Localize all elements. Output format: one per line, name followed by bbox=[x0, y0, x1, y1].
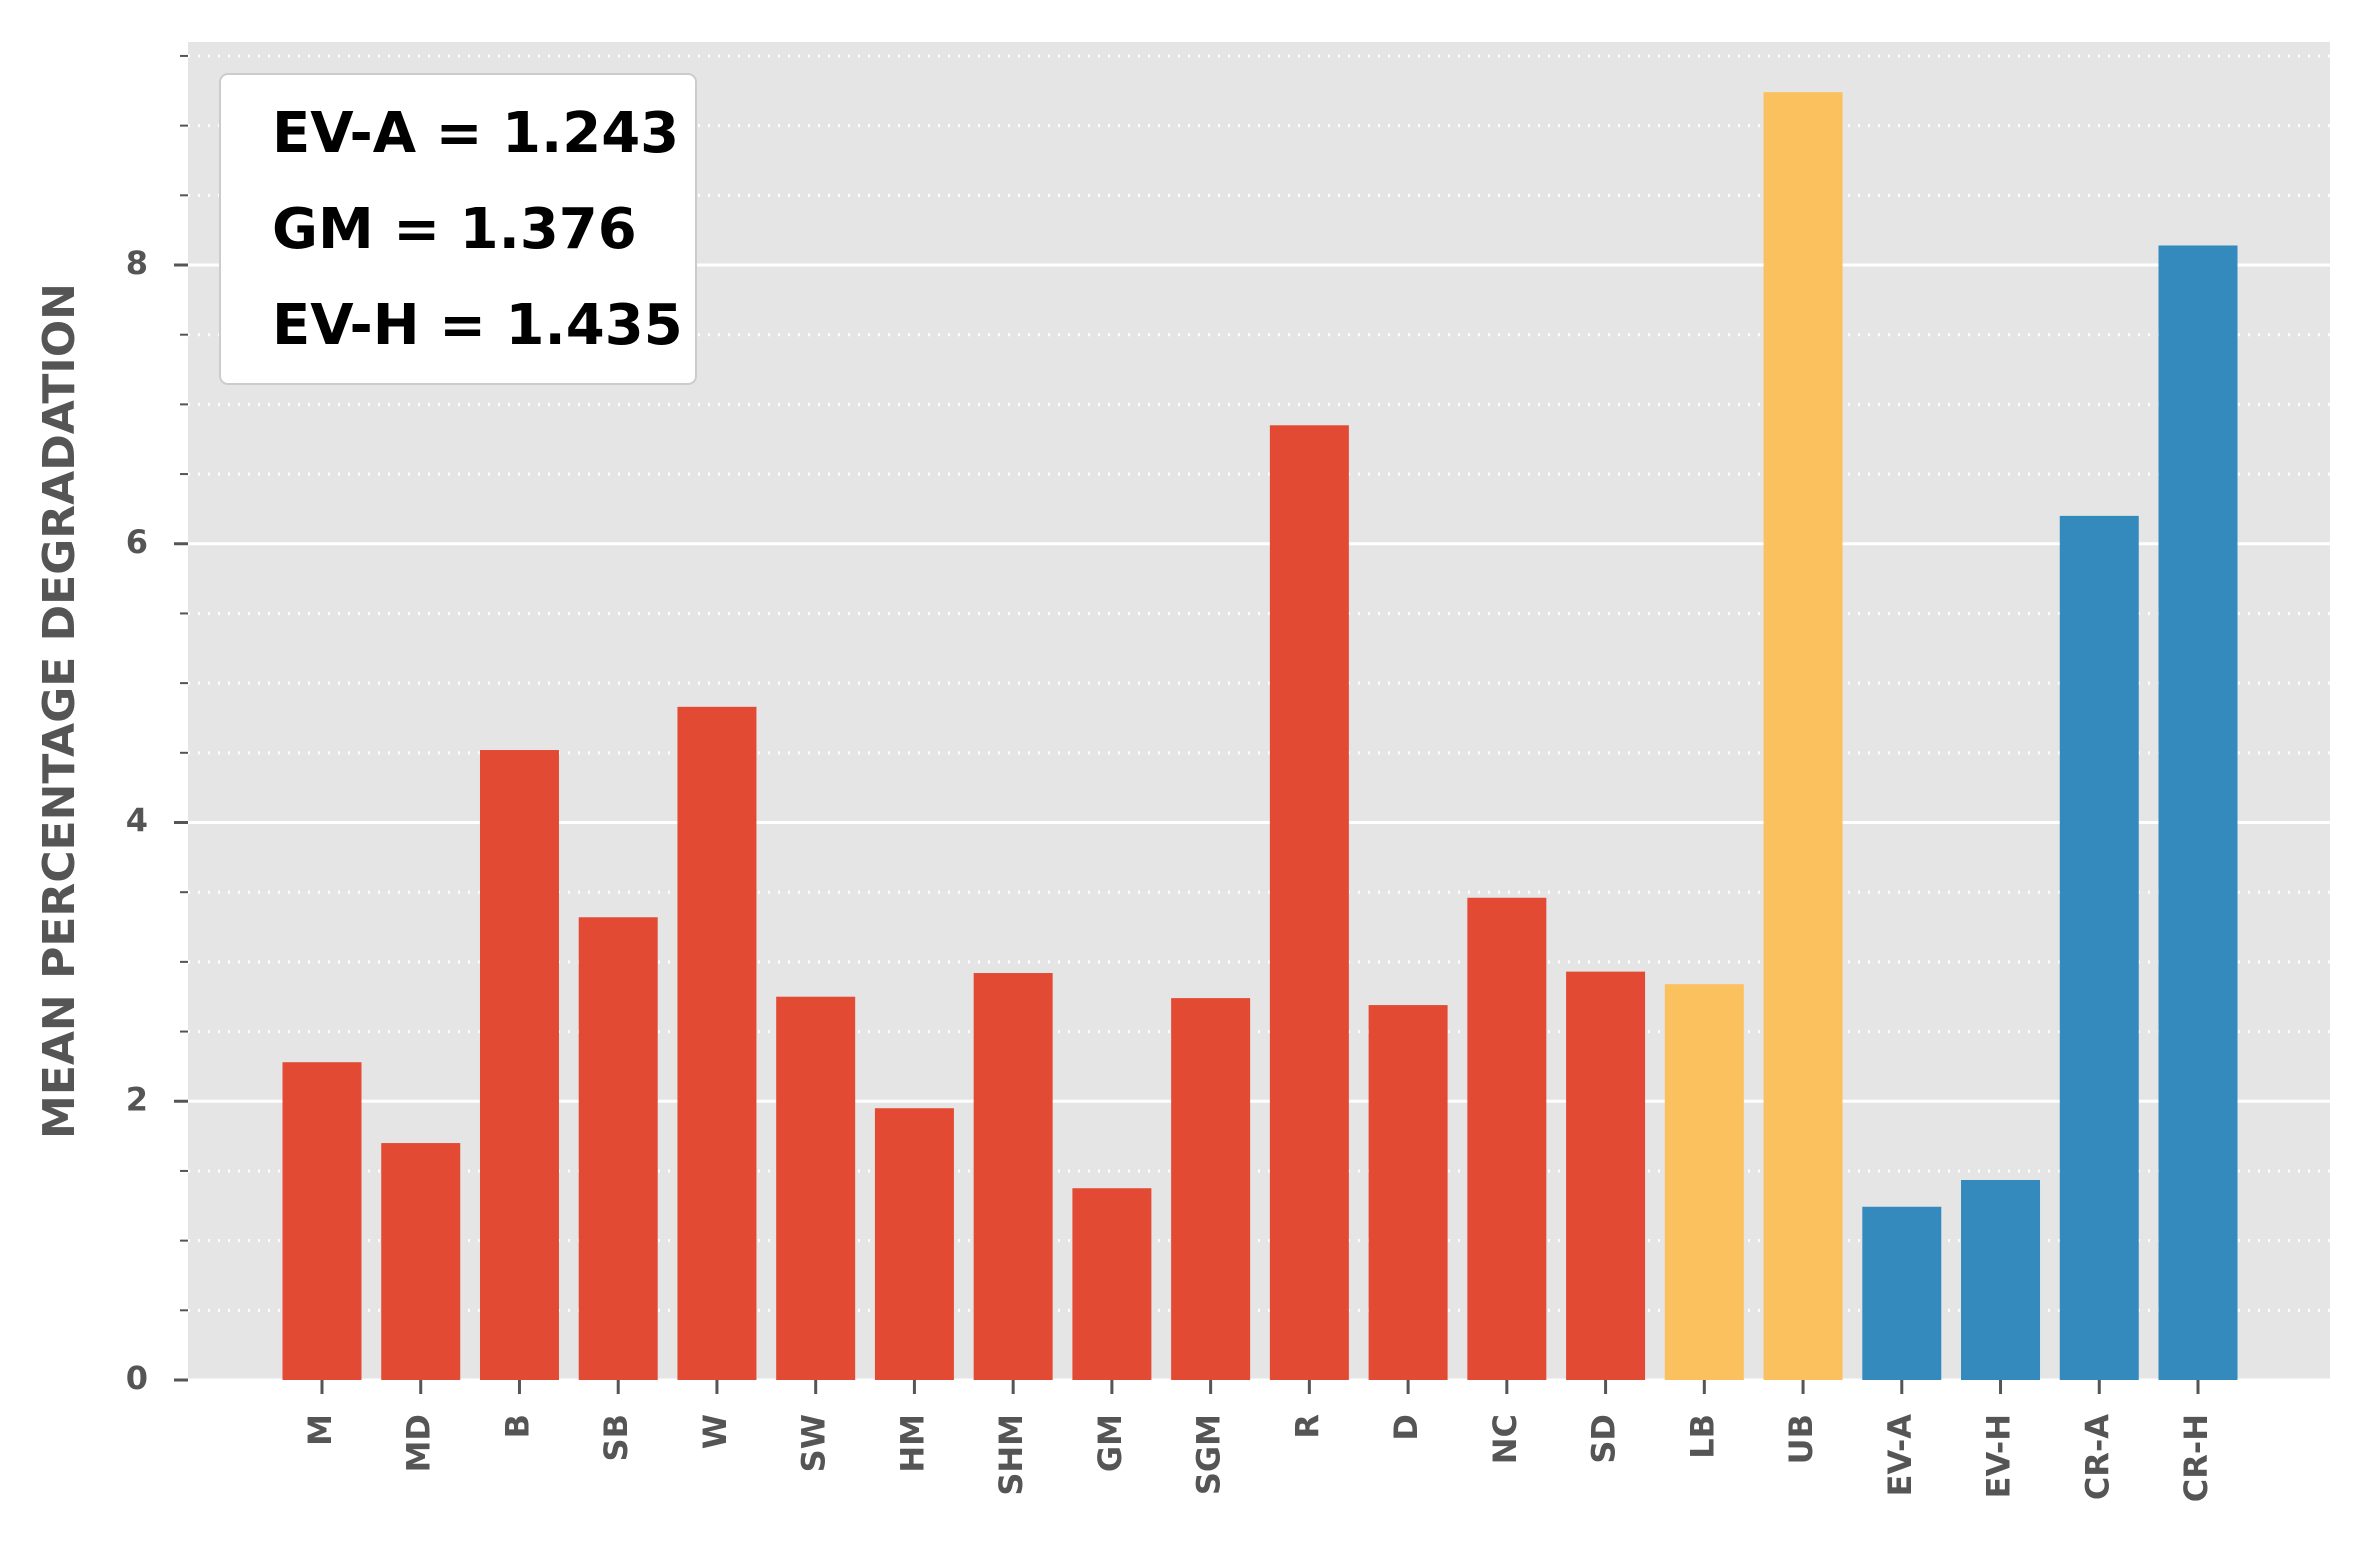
annotation-gm: GM = 1.376 bbox=[272, 197, 637, 262]
bar-m bbox=[282, 1062, 362, 1380]
x-tick-label: SW bbox=[795, 1414, 833, 1472]
bar-shm bbox=[973, 973, 1053, 1380]
x-tick-label: LB bbox=[1683, 1414, 1721, 1459]
axes bbox=[174, 54, 2200, 1394]
bar-hm bbox=[874, 1108, 954, 1380]
x-tick-label: CR-A bbox=[2078, 1414, 2116, 1500]
bars bbox=[282, 92, 2238, 1380]
x-tick-label: NC bbox=[1486, 1414, 1524, 1464]
x-tick-labels: M MD B SB W SW HM SHM GM SGM R D NC SD LB UB EV-A EV-H CR-… bbox=[301, 1414, 2215, 1502]
bar-cr-a bbox=[2059, 515, 2139, 1380]
bar-w bbox=[677, 706, 757, 1380]
x-tick-label: SHM bbox=[992, 1414, 1030, 1496]
y-axis-label: MEAN PERCENTAGE DEGRADATION bbox=[34, 283, 85, 1139]
x-tick-label: B bbox=[498, 1414, 536, 1438]
y-tick-label: 8 bbox=[126, 244, 148, 282]
x-tick-label: SGM bbox=[1190, 1414, 1228, 1495]
x-tick-label: SD bbox=[1585, 1414, 1623, 1464]
bar-sw bbox=[776, 996, 856, 1380]
x-tick-label: EV-A bbox=[1881, 1414, 1919, 1497]
x-tick-label: W bbox=[696, 1414, 734, 1449]
bar-r bbox=[1269, 425, 1349, 1380]
x-tick-label: GM bbox=[1091, 1414, 1129, 1472]
y-tick-label: 6 bbox=[126, 523, 148, 561]
x-tick-label: MD bbox=[400, 1414, 438, 1472]
bar-gm bbox=[1072, 1188, 1152, 1380]
bar-d bbox=[1368, 1005, 1448, 1380]
y-tick-label: 4 bbox=[126, 802, 148, 840]
x-tick-label: CR-H bbox=[2177, 1414, 2215, 1502]
x-tick-label: R bbox=[1288, 1414, 1326, 1439]
annotation-box-frame bbox=[219, 73, 697, 385]
x-tick-label: EV-H bbox=[1980, 1414, 2018, 1498]
bar-ub bbox=[1763, 92, 1843, 1380]
bar-md bbox=[381, 1143, 461, 1380]
bar-ev-h bbox=[1961, 1179, 2041, 1380]
bar-b bbox=[479, 750, 559, 1380]
bar-sb bbox=[578, 917, 658, 1380]
bar-lb bbox=[1664, 984, 1744, 1380]
x-tick-label: SB bbox=[597, 1414, 635, 1461]
x-tick-label: HM bbox=[893, 1414, 931, 1473]
bar-cr-h bbox=[2158, 245, 2238, 1380]
x-tick-label: UB bbox=[1782, 1414, 1820, 1464]
bar-sgm bbox=[1171, 998, 1251, 1380]
y-tick-labels: 0 2 4 6 8 bbox=[126, 244, 148, 1397]
annotation-ev-a: EV-A = 1.243 bbox=[272, 101, 679, 166]
y-tick-label: 2 bbox=[126, 1080, 148, 1118]
x-tick-label: D bbox=[1387, 1414, 1425, 1441]
x-tick-label: M bbox=[301, 1414, 339, 1446]
annotation-box: EV-A = 1.243 GM = 1.376 EV-H = 1.435 bbox=[219, 73, 697, 385]
y-tick-label: 0 bbox=[126, 1359, 148, 1397]
annotation-ev-h: EV-H = 1.435 bbox=[272, 293, 683, 358]
bar-sd bbox=[1566, 971, 1646, 1380]
bar-ev-a bbox=[1862, 1206, 1942, 1380]
bar-nc bbox=[1467, 897, 1547, 1380]
